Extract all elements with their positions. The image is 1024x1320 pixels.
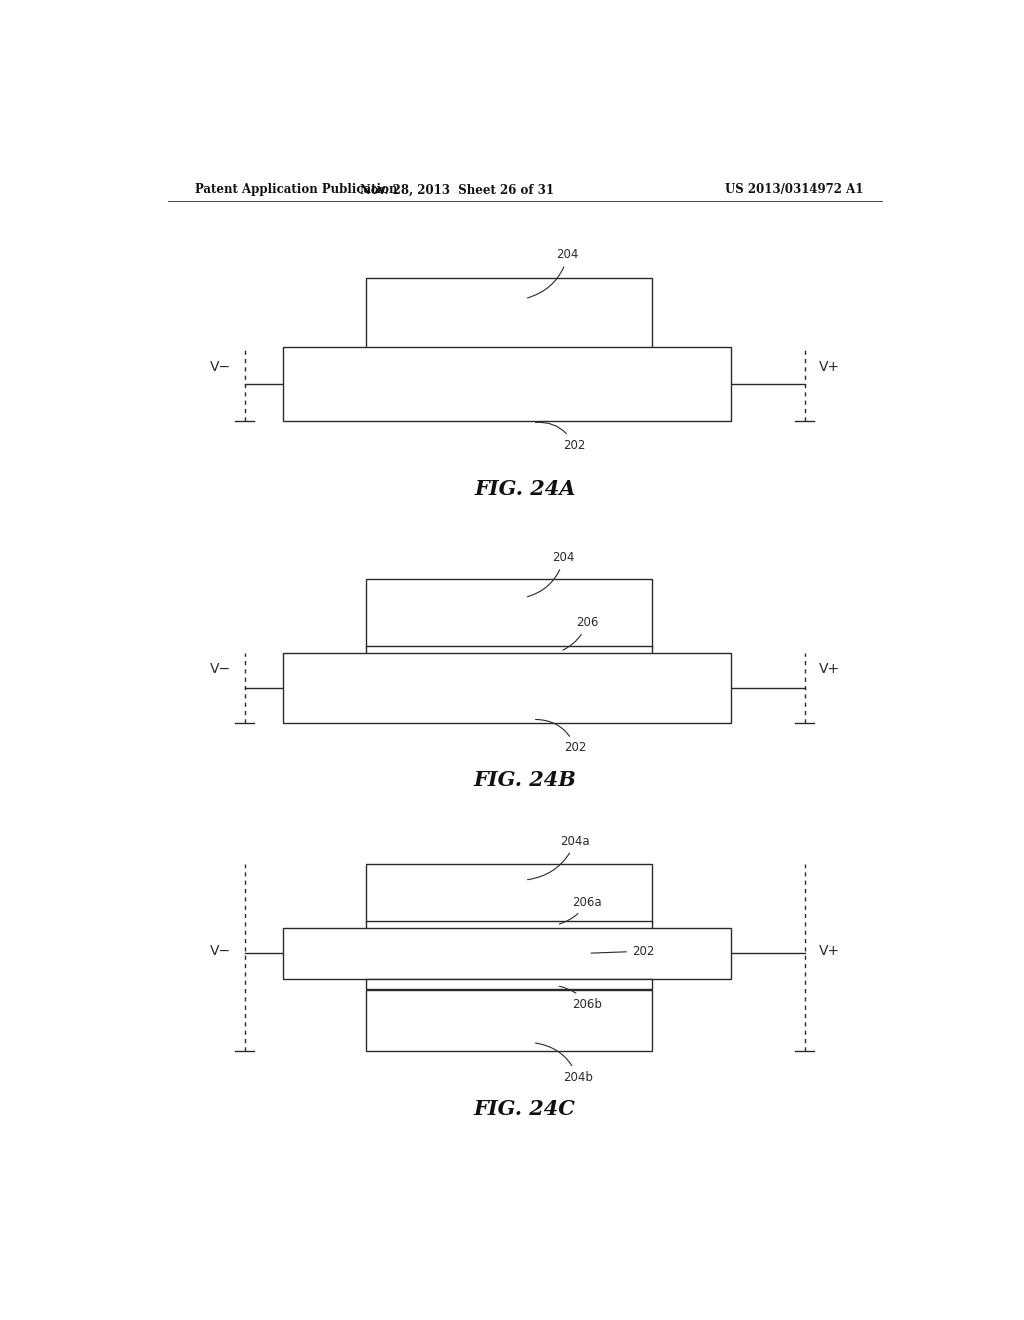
Text: FIG. 24A: FIG. 24A [474,479,575,499]
Text: V−: V− [210,661,231,676]
Text: 206a: 206a [559,896,602,924]
Text: 204a: 204a [527,836,590,879]
Bar [367,921,651,931]
Text: Nov. 28, 2013  Sheet 26 of 31: Nov. 28, 2013 Sheet 26 of 31 [360,183,554,197]
Text: 202: 202 [536,422,586,451]
Text: 204b: 204b [536,1043,593,1084]
Bar [283,347,731,421]
Bar [367,863,651,923]
Text: 204: 204 [527,552,574,597]
Text: US 2013/0314972 A1: US 2013/0314972 A1 [725,183,864,197]
Bar [283,928,731,978]
Bar [367,978,651,989]
Text: FIG. 24C: FIG. 24C [474,1098,575,1119]
Text: V−: V− [210,360,231,374]
Bar [367,647,651,656]
Text: 202: 202 [591,945,654,958]
Text: 202: 202 [536,719,587,755]
Text: V−: V− [210,944,231,958]
Text: 206b: 206b [559,986,602,1011]
Text: V+: V+ [818,360,840,374]
Text: V+: V+ [818,944,840,958]
Bar [367,579,651,648]
Text: 206: 206 [563,616,599,651]
Text: Patent Application Publication: Patent Application Publication [196,183,398,197]
Text: FIG. 24B: FIG. 24B [473,771,577,791]
Bar [283,653,731,722]
Bar [367,279,651,351]
Text: 204: 204 [527,248,579,298]
Text: V+: V+ [818,661,840,676]
Bar [367,990,651,1051]
